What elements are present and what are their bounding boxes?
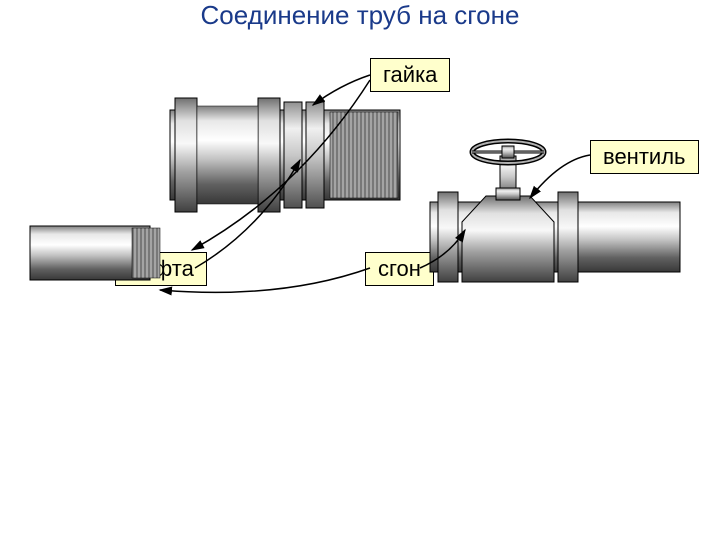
assembly-coupling [170,98,400,212]
pipe-diagram [0,0,720,540]
small-pipe-union [30,226,160,280]
assembly-valve [430,141,680,282]
